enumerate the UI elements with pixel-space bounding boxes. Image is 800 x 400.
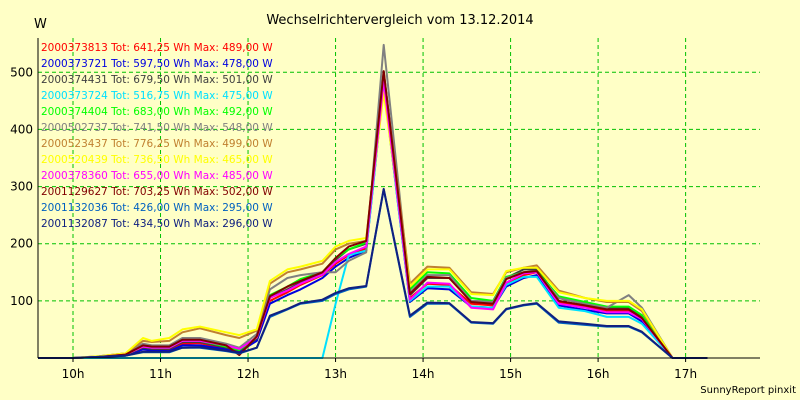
series-lines bbox=[38, 43, 708, 359]
legend-entry-2000523437: 2000523437 Tot: 776,25 Wh Max: 499,00 W bbox=[41, 138, 273, 150]
legend-entry-2000373721: 2000373721 Tot: 597,50 Wh Max: 478,00 W bbox=[41, 58, 273, 70]
x-tick-label: 14h bbox=[412, 367, 435, 381]
axes: 100 200 300 400 500 10h 11h 12h 13h 14h 15h 16h 17h bbox=[10, 38, 760, 381]
x-tick-label: 15h bbox=[499, 367, 522, 381]
series-line-2000523437 bbox=[38, 71, 708, 359]
y-axis-unit: W bbox=[34, 17, 47, 32]
x-tick-label: 16h bbox=[587, 367, 610, 381]
series-line-2000520439 bbox=[38, 91, 708, 359]
legend: 2000373813 Tot: 641,25 Wh Max: 489,00 W 2… bbox=[41, 42, 273, 230]
legend-entry-2001132087: 2001132087 Tot: 434,50 Wh Max: 296,00 W bbox=[41, 218, 273, 230]
series-line-2001129627 bbox=[38, 70, 708, 359]
x-tick-label: 13h bbox=[324, 367, 347, 381]
legend-entry-2000373813: 2000373813 Tot: 641,25 Wh Max: 489,00 W bbox=[41, 42, 273, 54]
legend-entry-2000520439: 2000520439 Tot: 736,50 Wh Max: 465,00 W bbox=[41, 154, 273, 166]
x-tick-label: 12h bbox=[237, 367, 260, 381]
x-tick-label: 10h bbox=[62, 367, 85, 381]
y-tick-label: 200 bbox=[10, 237, 33, 251]
legend-entry-2000373724: 2000373724 Tot: 516,75 Wh Max: 475,00 W bbox=[41, 90, 273, 102]
y-tick-label: 400 bbox=[10, 122, 33, 136]
legend-entry-2000378360: 2000378360 Tot: 655,00 Wh Max: 485,00 W bbox=[41, 170, 273, 182]
legend-entry-2000502737: 2000502737 Tot: 741,50 Wh Max: 548,00 W bbox=[41, 122, 273, 134]
series-line-2000502737 bbox=[38, 43, 708, 359]
legend-entry-2001129627: 2001129627 Tot: 703,25 Wh Max: 502,00 W bbox=[41, 186, 273, 198]
legend-entry-2000374431: 2000374431 Tot: 679,50 Wh Max: 501,00 W bbox=[41, 74, 273, 86]
x-tick-label: 17h bbox=[674, 367, 697, 381]
chart-title: Wechselrichtervergleich vom 13.12.2014 bbox=[266, 13, 533, 28]
credit-label: SunnyReport pinxit bbox=[700, 385, 796, 396]
y-tick-label: 300 bbox=[10, 180, 33, 194]
series-line-2001132087 bbox=[38, 187, 708, 359]
x-tick-label: 11h bbox=[149, 367, 172, 381]
legend-entry-2001132036: 2001132036 Tot: 426,00 Wh Max: 295,00 W bbox=[41, 202, 273, 214]
legend-entry-2000374404: 2000374404 Tot: 683,00 Wh Max: 492,00 W bbox=[41, 106, 273, 118]
y-tick-label: 500 bbox=[10, 65, 33, 79]
y-tick-label: 100 bbox=[10, 294, 33, 308]
series-line-2000378360 bbox=[38, 79, 708, 359]
